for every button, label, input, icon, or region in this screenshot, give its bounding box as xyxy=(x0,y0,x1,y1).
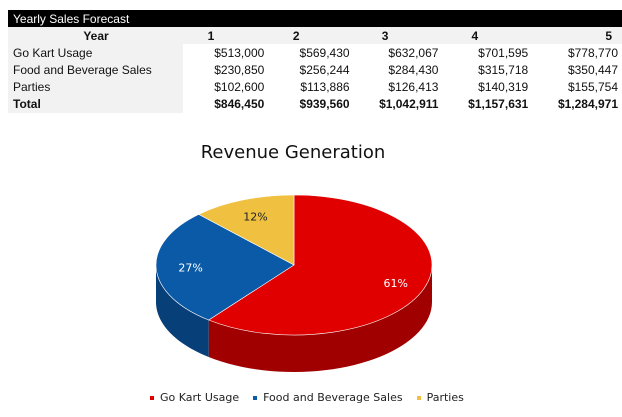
legend-swatch xyxy=(150,396,154,400)
cell: $315,718 xyxy=(478,62,529,77)
pie-side-0 xyxy=(208,265,432,372)
row-label: Food and Beverage Sales xyxy=(8,61,183,79)
pie-side-1 xyxy=(156,265,209,358)
row-label: Total xyxy=(8,95,183,113)
header-cell: 1 xyxy=(183,27,269,45)
sales-forecast-table: Year 1 2 3 4 5 Go Kart Usage $513,000 $5… xyxy=(8,27,622,113)
cell: $350,447 xyxy=(567,62,618,77)
cell: $1,157,631 xyxy=(468,97,529,112)
cell: $569,430 xyxy=(299,45,350,60)
cell: $230,850 xyxy=(214,62,265,77)
cell: $140,319 xyxy=(478,80,529,95)
legend-label: Go Kart Usage xyxy=(160,391,240,404)
data-label-2: 12% xyxy=(243,210,267,223)
cell: $126,413 xyxy=(388,80,439,95)
cell: $155,754 xyxy=(567,80,618,95)
cell: $284,430 xyxy=(388,62,439,77)
table-row: Go Kart Usage $513,000 $569,430 $632,067… xyxy=(8,44,622,62)
data-label-0: 61% xyxy=(383,277,407,290)
legend: Go Kart Usage Food and Beverage Sales Pa… xyxy=(150,391,464,404)
legend-swatch xyxy=(416,396,421,400)
total-row: Total $846,450 $939,560 $1,042,911 $1,15… xyxy=(8,95,622,113)
data-label-1: 27% xyxy=(178,261,202,274)
legend-label: Parties xyxy=(426,391,464,404)
table-title: Yearly Sales Forecast xyxy=(8,10,622,27)
legend-swatch xyxy=(253,396,258,400)
pie-slice-2 xyxy=(198,194,295,266)
legend-label: Food and Beverage Sales xyxy=(263,391,403,404)
header-cell: Year xyxy=(8,27,183,45)
cell: $256,244 xyxy=(299,62,350,77)
cell: $1,284,971 xyxy=(557,97,618,112)
legend-item: Parties xyxy=(416,391,464,404)
cell: $513,000 xyxy=(214,45,265,60)
legend-item: Food and Beverage Sales xyxy=(253,391,403,404)
header-cell: 4 xyxy=(442,27,533,45)
pie-slice-0 xyxy=(208,194,433,336)
cell: $846,450 xyxy=(214,97,265,112)
header-cell: 2 xyxy=(268,27,354,45)
cell: $778,770 xyxy=(567,45,618,60)
cell: $701,595 xyxy=(478,45,529,60)
cell: $102,600 xyxy=(214,80,265,95)
cell: $1,042,911 xyxy=(379,97,439,112)
pie-slice-1 xyxy=(155,214,295,321)
table-row: Parties $102,600 $113,886 $126,413 $140,… xyxy=(8,78,622,96)
row-label: Go Kart Usage xyxy=(8,44,183,62)
legend-item: Go Kart Usage xyxy=(150,391,239,404)
cell: $939,560 xyxy=(299,97,350,112)
chart-title: Revenue Generation xyxy=(200,142,386,163)
cell: $113,886 xyxy=(300,80,350,95)
row-label: Parties xyxy=(8,78,183,96)
table-header-row: Year 1 2 3 4 5 xyxy=(8,27,622,45)
table-row: Food and Beverage Sales $230,850 $256,24… xyxy=(8,61,622,79)
cell: $632,067 xyxy=(388,45,439,60)
header-cell: 5 xyxy=(532,27,622,45)
header-cell: 3 xyxy=(353,27,443,45)
